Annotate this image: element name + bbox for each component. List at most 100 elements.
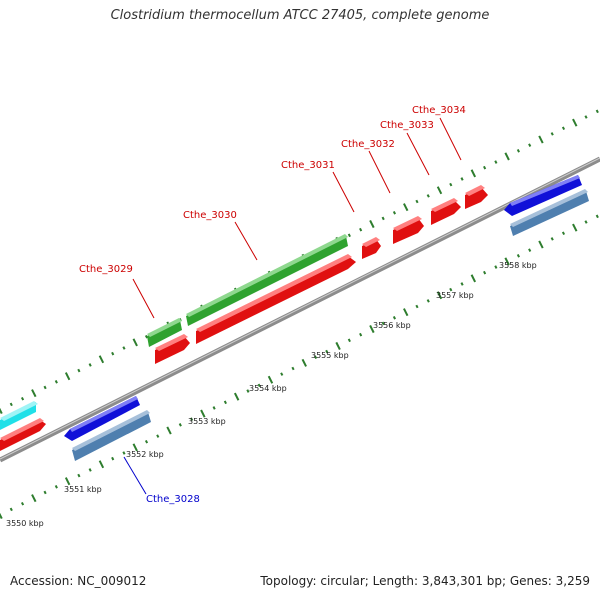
minor-tick xyxy=(347,338,351,343)
minor-tick xyxy=(494,160,498,164)
major-tick xyxy=(504,152,510,161)
major-tick xyxy=(369,220,375,229)
major-tick xyxy=(572,223,578,232)
minor-tick xyxy=(483,270,487,275)
major-tick xyxy=(200,409,206,418)
inner-tick-track xyxy=(0,214,599,520)
minor-tick xyxy=(20,501,25,506)
minor-tick xyxy=(595,109,599,114)
forward-gene-cthe3033[interactable] xyxy=(431,198,461,225)
minor-tick xyxy=(415,304,419,309)
minor-tick xyxy=(43,490,47,495)
gene-label-cthe3034[interactable]: Cthe_3034 xyxy=(412,105,466,116)
major-tick xyxy=(538,240,544,249)
minor-tick xyxy=(43,385,47,390)
minor-tick xyxy=(449,182,453,187)
major-tick xyxy=(470,169,477,178)
minor-tick xyxy=(550,237,554,241)
major-tick xyxy=(403,308,409,317)
scale-label: 3554 kbp xyxy=(249,384,287,393)
major-tick xyxy=(166,426,172,435)
minor-tick xyxy=(359,332,363,337)
major-tick xyxy=(436,291,443,300)
scale-label: 3557 kbp xyxy=(436,291,474,300)
minor-tick xyxy=(77,368,81,373)
genome-backbone-highlight xyxy=(0,157,600,460)
minor-tick xyxy=(359,227,363,232)
major-tick xyxy=(132,338,138,347)
major-tick xyxy=(64,372,71,381)
minor-tick xyxy=(223,400,227,405)
cyan-feature[interactable] xyxy=(0,401,38,430)
forward-gene-cthe3034[interactable] xyxy=(465,185,488,209)
minor-tick xyxy=(54,380,58,384)
scale-label: 3556 kbp xyxy=(373,321,411,330)
cds-reverse-right[interactable] xyxy=(510,189,589,236)
major-tick xyxy=(335,341,341,350)
minor-tick xyxy=(449,287,453,292)
minor-tick xyxy=(88,468,92,472)
minor-tick xyxy=(528,248,532,252)
genome-summary-text: Topology: circular; Length: 3,843,301 bp… xyxy=(260,574,590,588)
minor-tick xyxy=(111,456,115,461)
gene-label-cthe3029[interactable]: Cthe_3029 xyxy=(79,264,133,275)
major-tick xyxy=(470,274,477,283)
minor-tick xyxy=(415,199,419,204)
minor-tick xyxy=(381,321,385,326)
minor-tick xyxy=(483,165,487,170)
scale-label: 3553 kbp xyxy=(188,417,226,426)
minor-tick xyxy=(291,366,295,371)
minor-tick xyxy=(212,406,216,410)
cds-cthe3028[interactable] xyxy=(72,410,151,461)
minor-tick xyxy=(392,315,397,320)
forward-gene-cthe3032[interactable] xyxy=(393,216,424,244)
minor-tick xyxy=(190,417,194,421)
forward-gene-cthe3031[interactable] xyxy=(362,237,381,259)
minor-tick xyxy=(144,439,149,444)
minor-tick xyxy=(381,216,385,221)
minor-tick xyxy=(392,210,397,215)
forward-gene-cthe3030[interactable] xyxy=(196,254,356,344)
minor-tick xyxy=(347,233,351,238)
gene-label-cthe3033[interactable]: Cthe_3033 xyxy=(380,120,434,131)
minor-tick xyxy=(9,402,13,407)
scale-label: 3551 kbp xyxy=(64,485,102,494)
major-tick xyxy=(538,135,544,144)
scale-label: 3558 kbp xyxy=(499,261,537,270)
gene-label-cthe3031[interactable]: Cthe_3031 xyxy=(281,160,335,171)
cds-cthe3030[interactable] xyxy=(186,234,348,326)
minor-tick xyxy=(77,473,81,478)
reverse-gene-right[interactable] xyxy=(504,175,582,216)
leader-line-cthe3034 xyxy=(439,117,462,161)
reverse-gene-left[interactable] xyxy=(64,396,140,441)
major-tick xyxy=(403,203,409,212)
scale-label: 3550 kbp xyxy=(6,519,44,528)
map-title: Clostridium thermocellum ATCC 27405, com… xyxy=(110,8,490,23)
major-tick xyxy=(267,375,274,384)
forward-gene-cthe3029[interactable] xyxy=(155,334,190,364)
major-tick xyxy=(98,355,105,364)
minor-tick xyxy=(280,372,284,376)
major-tick xyxy=(0,512,3,520)
gene-label-cthe3030[interactable]: Cthe_3030 xyxy=(183,210,237,221)
major-tick xyxy=(436,186,443,195)
major-tick xyxy=(98,460,105,469)
minor-tick xyxy=(178,423,182,427)
minor-tick xyxy=(561,231,566,236)
minor-tick xyxy=(494,265,498,269)
gene-label-cthe3032[interactable]: Cthe_3032 xyxy=(341,139,395,150)
gene-label-cthe3028[interactable]: Cthe_3028 xyxy=(146,494,200,505)
genome-backbone xyxy=(0,156,600,463)
minor-tick xyxy=(584,220,588,224)
minor-tick xyxy=(516,149,520,153)
minor-tick xyxy=(325,349,329,354)
forward-gene-left[interactable] xyxy=(0,418,46,451)
minor-tick xyxy=(156,434,160,438)
major-tick xyxy=(31,389,37,398)
minor-tick xyxy=(516,254,520,258)
minor-tick xyxy=(528,143,532,147)
minor-tick xyxy=(111,351,115,356)
cds-cthe3029[interactable] xyxy=(147,318,182,347)
minor-tick xyxy=(257,383,261,388)
leader-line-cthe3030 xyxy=(234,221,258,261)
